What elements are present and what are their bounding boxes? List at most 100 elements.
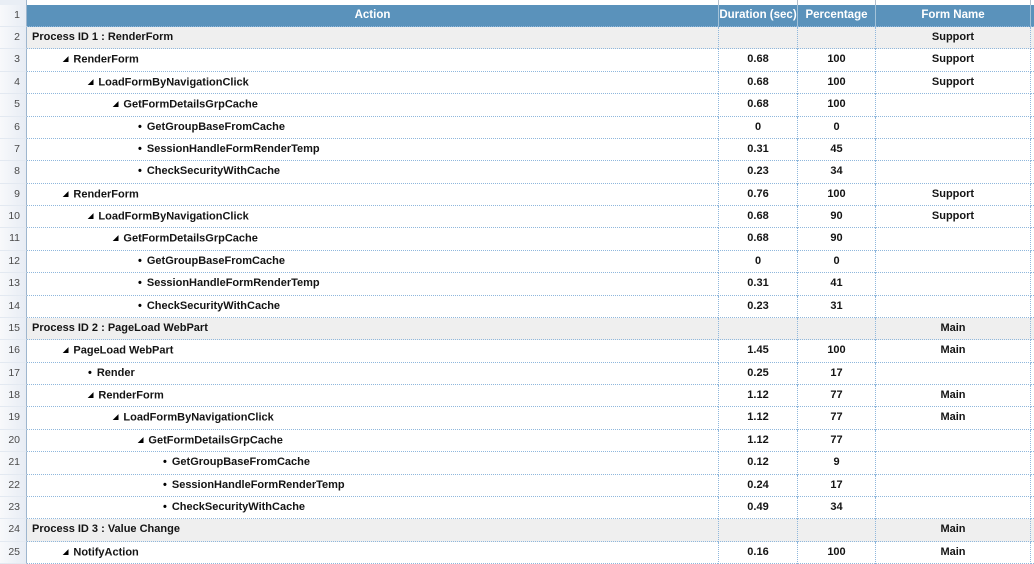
action-cell[interactable]: ◢ GetFormDetailsGrpCache — [27, 228, 718, 251]
duration-cell[interactable] — [718, 519, 797, 542]
percentage-cell[interactable]: 90 — [797, 206, 875, 229]
duration-cell[interactable]: 0.24 — [718, 474, 797, 497]
percentage-cell[interactable]: 31 — [797, 295, 875, 318]
row-number[interactable]: 2 — [0, 27, 27, 50]
form-name-cell[interactable] — [875, 273, 1031, 296]
percentage-cell[interactable]: 45 — [797, 138, 875, 162]
row-number[interactable]: 4 — [0, 71, 27, 95]
duration-cell[interactable]: 1.12 — [718, 385, 797, 408]
form-name-cell[interactable]: Main — [875, 317, 1031, 341]
collapse-icon[interactable]: ◢ — [88, 78, 94, 86]
action-cell[interactable]: ◢ GetFormDetailsGrpCache — [27, 430, 718, 453]
percentage-cell[interactable]: 100 — [797, 49, 875, 72]
collapse-icon[interactable]: ◢ — [88, 213, 94, 220]
form-name-cell[interactable]: Main — [875, 340, 1031, 363]
row-number[interactable]: 1 — [0, 5, 27, 27]
duration-cell[interactable]: 0.23 — [718, 161, 797, 184]
action-cell[interactable]: ◢ LoadFormByNavigationClick — [27, 407, 718, 430]
row-number[interactable]: 5 — [0, 94, 27, 117]
action-cell[interactable]: • GetGroupBaseFromCache — [27, 452, 718, 475]
row-number[interactable]: 9 — [0, 183, 27, 206]
form-name-cell[interactable]: Support — [875, 27, 1031, 50]
form-name-cell[interactable] — [875, 138, 1031, 162]
action-cell[interactable]: Process ID 2 : PageLoad WebPart — [27, 317, 718, 341]
duration-cell[interactable] — [718, 317, 797, 341]
form-name-cell[interactable] — [875, 362, 1031, 385]
percentage-cell[interactable]: 77 — [797, 429, 875, 453]
duration-cell[interactable]: 0 — [718, 250, 797, 274]
row-number[interactable]: 8 — [0, 161, 27, 184]
form-name-cell[interactable] — [875, 94, 1031, 117]
percentage-cell[interactable]: 100 — [797, 541, 875, 564]
form-name-cell[interactable]: Main — [875, 541, 1031, 564]
action-cell[interactable]: Process ID 3 : Value Change — [27, 519, 718, 542]
action-cell[interactable]: • GetGroupBaseFromCache — [27, 251, 718, 274]
action-cell[interactable]: • SessionHandleFormRenderTemp — [27, 139, 718, 162]
form-name-cell[interactable] — [875, 295, 1031, 318]
duration-cell[interactable]: 0.49 — [718, 496, 797, 520]
row-number[interactable]: 11 — [0, 228, 27, 251]
row-number[interactable]: 23 — [0, 496, 27, 520]
duration-cell[interactable]: 0.12 — [718, 452, 797, 475]
duration-cell[interactable]: 0.68 — [718, 71, 797, 95]
form-name-cell[interactable] — [875, 496, 1031, 520]
form-name-cell[interactable]: Support — [875, 71, 1031, 95]
percentage-cell[interactable]: 41 — [797, 273, 875, 296]
duration-cell[interactable]: 1.12 — [718, 407, 797, 430]
row-number[interactable]: 20 — [0, 429, 27, 453]
action-cell[interactable]: ◢ LoadFormByNavigationClick — [27, 72, 718, 95]
collapse-icon[interactable]: ◢ — [88, 392, 94, 399]
percentage-cell[interactable] — [797, 317, 875, 341]
form-name-cell[interactable] — [875, 429, 1031, 453]
action-cell[interactable]: ◢ RenderForm — [27, 385, 718, 408]
form-name-cell[interactable] — [875, 452, 1031, 475]
collapse-icon[interactable]: ◢ — [63, 548, 69, 556]
percentage-cell[interactable]: 34 — [797, 496, 875, 520]
duration-cell[interactable]: 0.76 — [718, 183, 797, 206]
percentage-cell[interactable]: 100 — [797, 71, 875, 95]
percentage-cell[interactable]: 0 — [797, 250, 875, 274]
row-number[interactable]: 3 — [0, 49, 27, 72]
form-name-cell[interactable]: Support — [875, 49, 1031, 72]
row-number[interactable]: 15 — [0, 317, 27, 341]
row-number[interactable]: 18 — [0, 385, 27, 408]
row-number[interactable]: 14 — [0, 295, 27, 318]
column-header-duration[interactable]: Duration (sec) — [718, 5, 797, 27]
row-number[interactable]: 7 — [0, 138, 27, 162]
action-cell[interactable]: ◢ RenderForm — [27, 184, 718, 206]
percentage-cell[interactable]: 17 — [797, 362, 875, 385]
percentage-cell[interactable]: 77 — [797, 407, 875, 430]
action-cell[interactable]: • SessionHandleFormRenderTemp — [27, 475, 718, 497]
row-number[interactable]: 24 — [0, 519, 27, 542]
collapse-icon[interactable]: ◢ — [113, 235, 119, 243]
duration-cell[interactable]: 0.31 — [718, 273, 797, 296]
action-cell[interactable]: Process ID 1 : RenderForm — [27, 27, 718, 50]
action-cell[interactable]: • SessionHandleFormRenderTemp — [27, 273, 718, 296]
duration-cell[interactable]: 0.23 — [718, 295, 797, 318]
percentage-cell[interactable]: 17 — [797, 474, 875, 497]
action-cell[interactable]: ◢ PageLoad WebPart — [27, 340, 718, 363]
duration-cell[interactable]: 0.68 — [718, 49, 797, 72]
form-name-cell[interactable]: Support — [875, 206, 1031, 229]
duration-cell[interactable]: 0.31 — [718, 138, 797, 162]
form-name-cell[interactable]: Support — [875, 183, 1031, 206]
collapse-icon[interactable]: ◢ — [113, 414, 119, 422]
row-number[interactable]: 13 — [0, 273, 27, 296]
form-name-cell[interactable] — [875, 228, 1031, 251]
column-header-form-name[interactable]: Form Name — [875, 5, 1031, 27]
row-number[interactable]: 6 — [0, 116, 27, 139]
form-name-cell[interactable] — [875, 474, 1031, 497]
percentage-cell[interactable] — [797, 27, 875, 50]
collapse-icon[interactable]: ◢ — [63, 56, 69, 64]
row-number[interactable]: 16 — [0, 340, 27, 363]
duration-cell[interactable]: 0.68 — [718, 94, 797, 117]
collapse-icon[interactable]: ◢ — [138, 436, 144, 444]
row-number[interactable]: 10 — [0, 206, 27, 229]
action-cell[interactable]: • CheckSecurityWithCache — [27, 296, 718, 318]
percentage-cell[interactable]: 34 — [797, 161, 875, 184]
duration-cell[interactable]: 0.68 — [718, 206, 797, 229]
duration-cell[interactable]: 0.68 — [718, 228, 797, 251]
duration-cell[interactable]: 1.12 — [718, 429, 797, 453]
row-number[interactable]: 21 — [0, 452, 27, 475]
collapse-icon[interactable]: ◢ — [63, 190, 69, 198]
